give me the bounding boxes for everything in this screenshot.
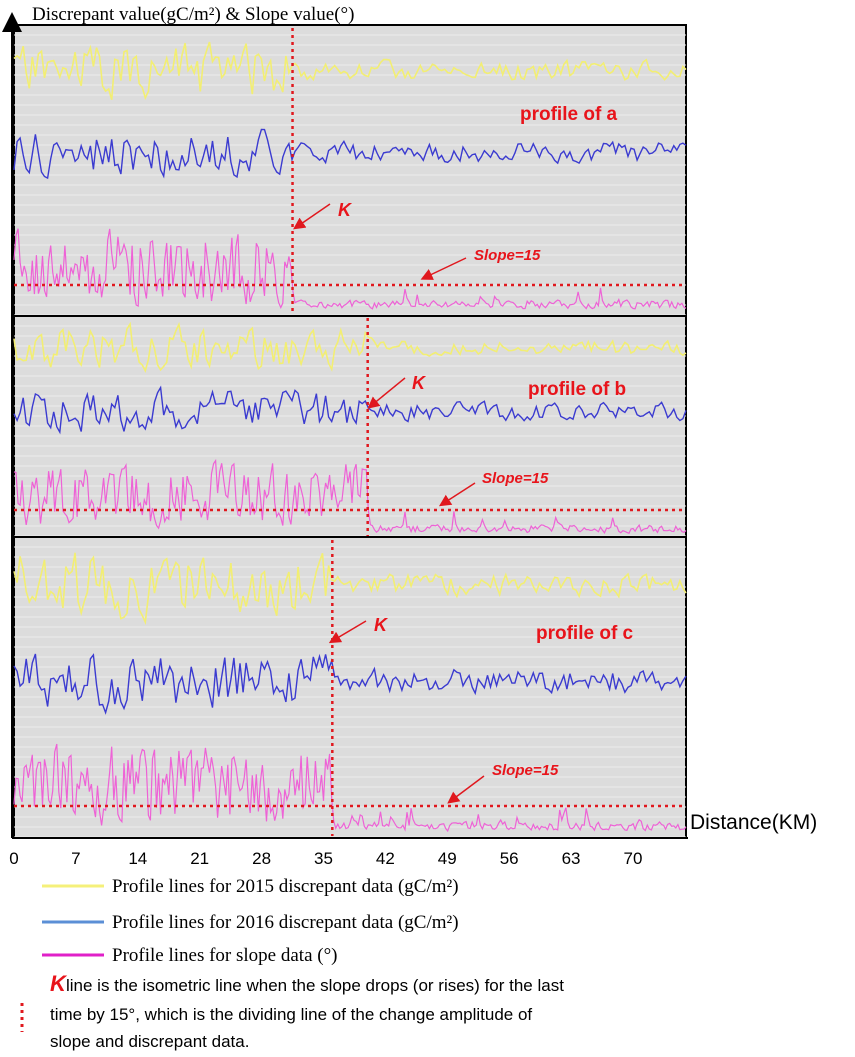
k-label: K (338, 200, 353, 220)
slope-arrow (420, 257, 467, 280)
legend-label-slope: Profile lines for slope data (°) (112, 945, 338, 966)
x-tick-label: 49 (438, 849, 457, 868)
k-arrow (367, 377, 406, 409)
x-tick-label: 7 (71, 849, 80, 868)
k-arrow (328, 620, 367, 644)
panel-title: profile of a (520, 104, 618, 125)
series-slope-line (13, 743, 687, 833)
k-note-line2: time by 15°, which is the dividing line … (50, 1005, 532, 1024)
k-arrow (293, 203, 331, 230)
series-2015-line (13, 321, 687, 373)
x-tick-label: 21 (190, 849, 209, 868)
x-axis-label: Distance(KM) (690, 811, 817, 834)
x-tick-label: 14 (128, 849, 147, 868)
x-tick-label: 42 (376, 849, 395, 868)
series-slope-line (13, 228, 687, 310)
legend-label-2015: Profile lines for 2015 discrepant data (… (112, 876, 459, 897)
x-tick-label: 35 (314, 849, 333, 868)
panel-2: profile of b K Slope=15 (13, 315, 687, 538)
k-label: K (412, 373, 427, 393)
legend: Profile lines for 2015 discrepant data (… (42, 876, 459, 966)
x-tick-label: 28 (252, 849, 271, 868)
panels: profile of a K Slope=15 profile of b K Slope=… (13, 24, 687, 839)
k-note-line3: slope and discrepant data. (50, 1032, 249, 1051)
x-tick-label: 63 (562, 849, 581, 868)
panel-1: profile of a K Slope=15 (13, 24, 687, 317)
series-2016-line (13, 128, 687, 180)
series-2015-line (13, 552, 687, 626)
y-axis-label: Discrepant value(gC/m²) & Slope value(°) (32, 4, 354, 25)
slope-label: Slope=15 (492, 762, 559, 779)
series-2015-line (13, 41, 687, 101)
k-note-line1: line is the isometric line when the slop… (66, 976, 564, 995)
series-2016-line (13, 385, 687, 435)
panel-title: profile of c (536, 623, 634, 644)
panel-3: profile of c K Slope=15 (13, 536, 687, 839)
panel-background (13, 24, 687, 317)
k-note-symbol: K (50, 971, 68, 996)
slope-label: Slope=15 (474, 247, 541, 264)
k-label: K (374, 615, 389, 635)
slope-arrow (447, 775, 485, 804)
k-line-note: K line is the isometric line when the sl… (20, 971, 564, 1051)
series-slope-line (13, 458, 687, 534)
legend-label-2016: Profile lines for 2016 discrepant data (… (112, 912, 459, 933)
x-tick-label: 70 (623, 849, 642, 868)
series-2016-line (13, 653, 687, 715)
panel-title: profile of b (528, 379, 626, 400)
x-tick-labels: 0 7 14 21 28 35 42 49 56 63 70 (9, 849, 642, 868)
x-tick-label: 56 (500, 849, 519, 868)
x-tick-label: 0 (9, 849, 18, 868)
slope-label: Slope=15 (482, 470, 549, 487)
slope-arrow (438, 482, 476, 507)
